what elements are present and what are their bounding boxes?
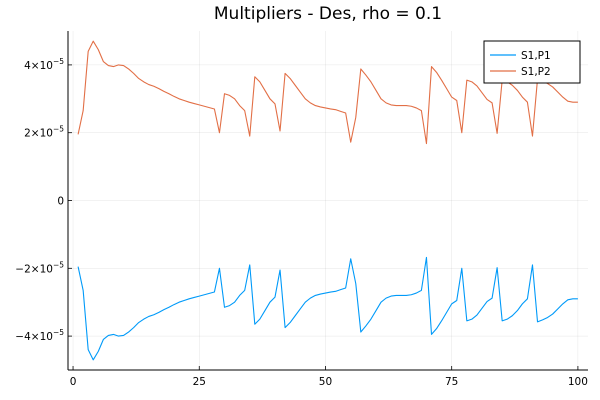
y-tick-label: −4×10−5 bbox=[15, 328, 64, 343]
y-tick-base: 4×10 bbox=[24, 60, 53, 72]
x-tick-label: 100 bbox=[568, 376, 588, 388]
legend-box bbox=[483, 40, 581, 84]
tick-labels: 0 25 50 75 100−4×10−5−2×10−502×10−54×10−5 bbox=[15, 57, 588, 388]
x-tick-label: 25 bbox=[193, 376, 206, 388]
y-tick-label: 0 bbox=[57, 196, 64, 208]
series-line-2 bbox=[77, 40, 578, 145]
x-tick-label: 50 bbox=[319, 376, 332, 388]
y-tick-exponent: −5 bbox=[53, 328, 64, 337]
y-tick-exponent: −5 bbox=[53, 125, 64, 134]
y-tick-base: 0 bbox=[57, 196, 64, 208]
legend: S1,P1 S1,P2 bbox=[483, 40, 581, 84]
x-tick-label: 0 bbox=[70, 376, 77, 388]
chart-title: Multipliers - Des, rho = 0.1 bbox=[214, 4, 442, 24]
y-tick-label: 4×10−5 bbox=[24, 57, 64, 72]
series-line-1 bbox=[77, 256, 578, 361]
y-tick-label: 2×10−5 bbox=[24, 125, 64, 140]
legend-label-1: S1,P1 bbox=[521, 50, 551, 62]
y-tick-base: −2×10 bbox=[15, 263, 53, 275]
y-tick-base: −4×10 bbox=[15, 331, 53, 343]
legend-label-2: S1,P2 bbox=[521, 66, 551, 78]
y-tick-exponent: −5 bbox=[53, 260, 64, 269]
plot-area bbox=[77, 40, 578, 361]
axes bbox=[67, 31, 588, 371]
y-tick-base: 2×10 bbox=[24, 128, 53, 140]
x-tick-label: 75 bbox=[445, 376, 458, 388]
y-tick-label: −2×10−5 bbox=[15, 260, 64, 275]
y-tick-exponent: −5 bbox=[53, 57, 64, 66]
